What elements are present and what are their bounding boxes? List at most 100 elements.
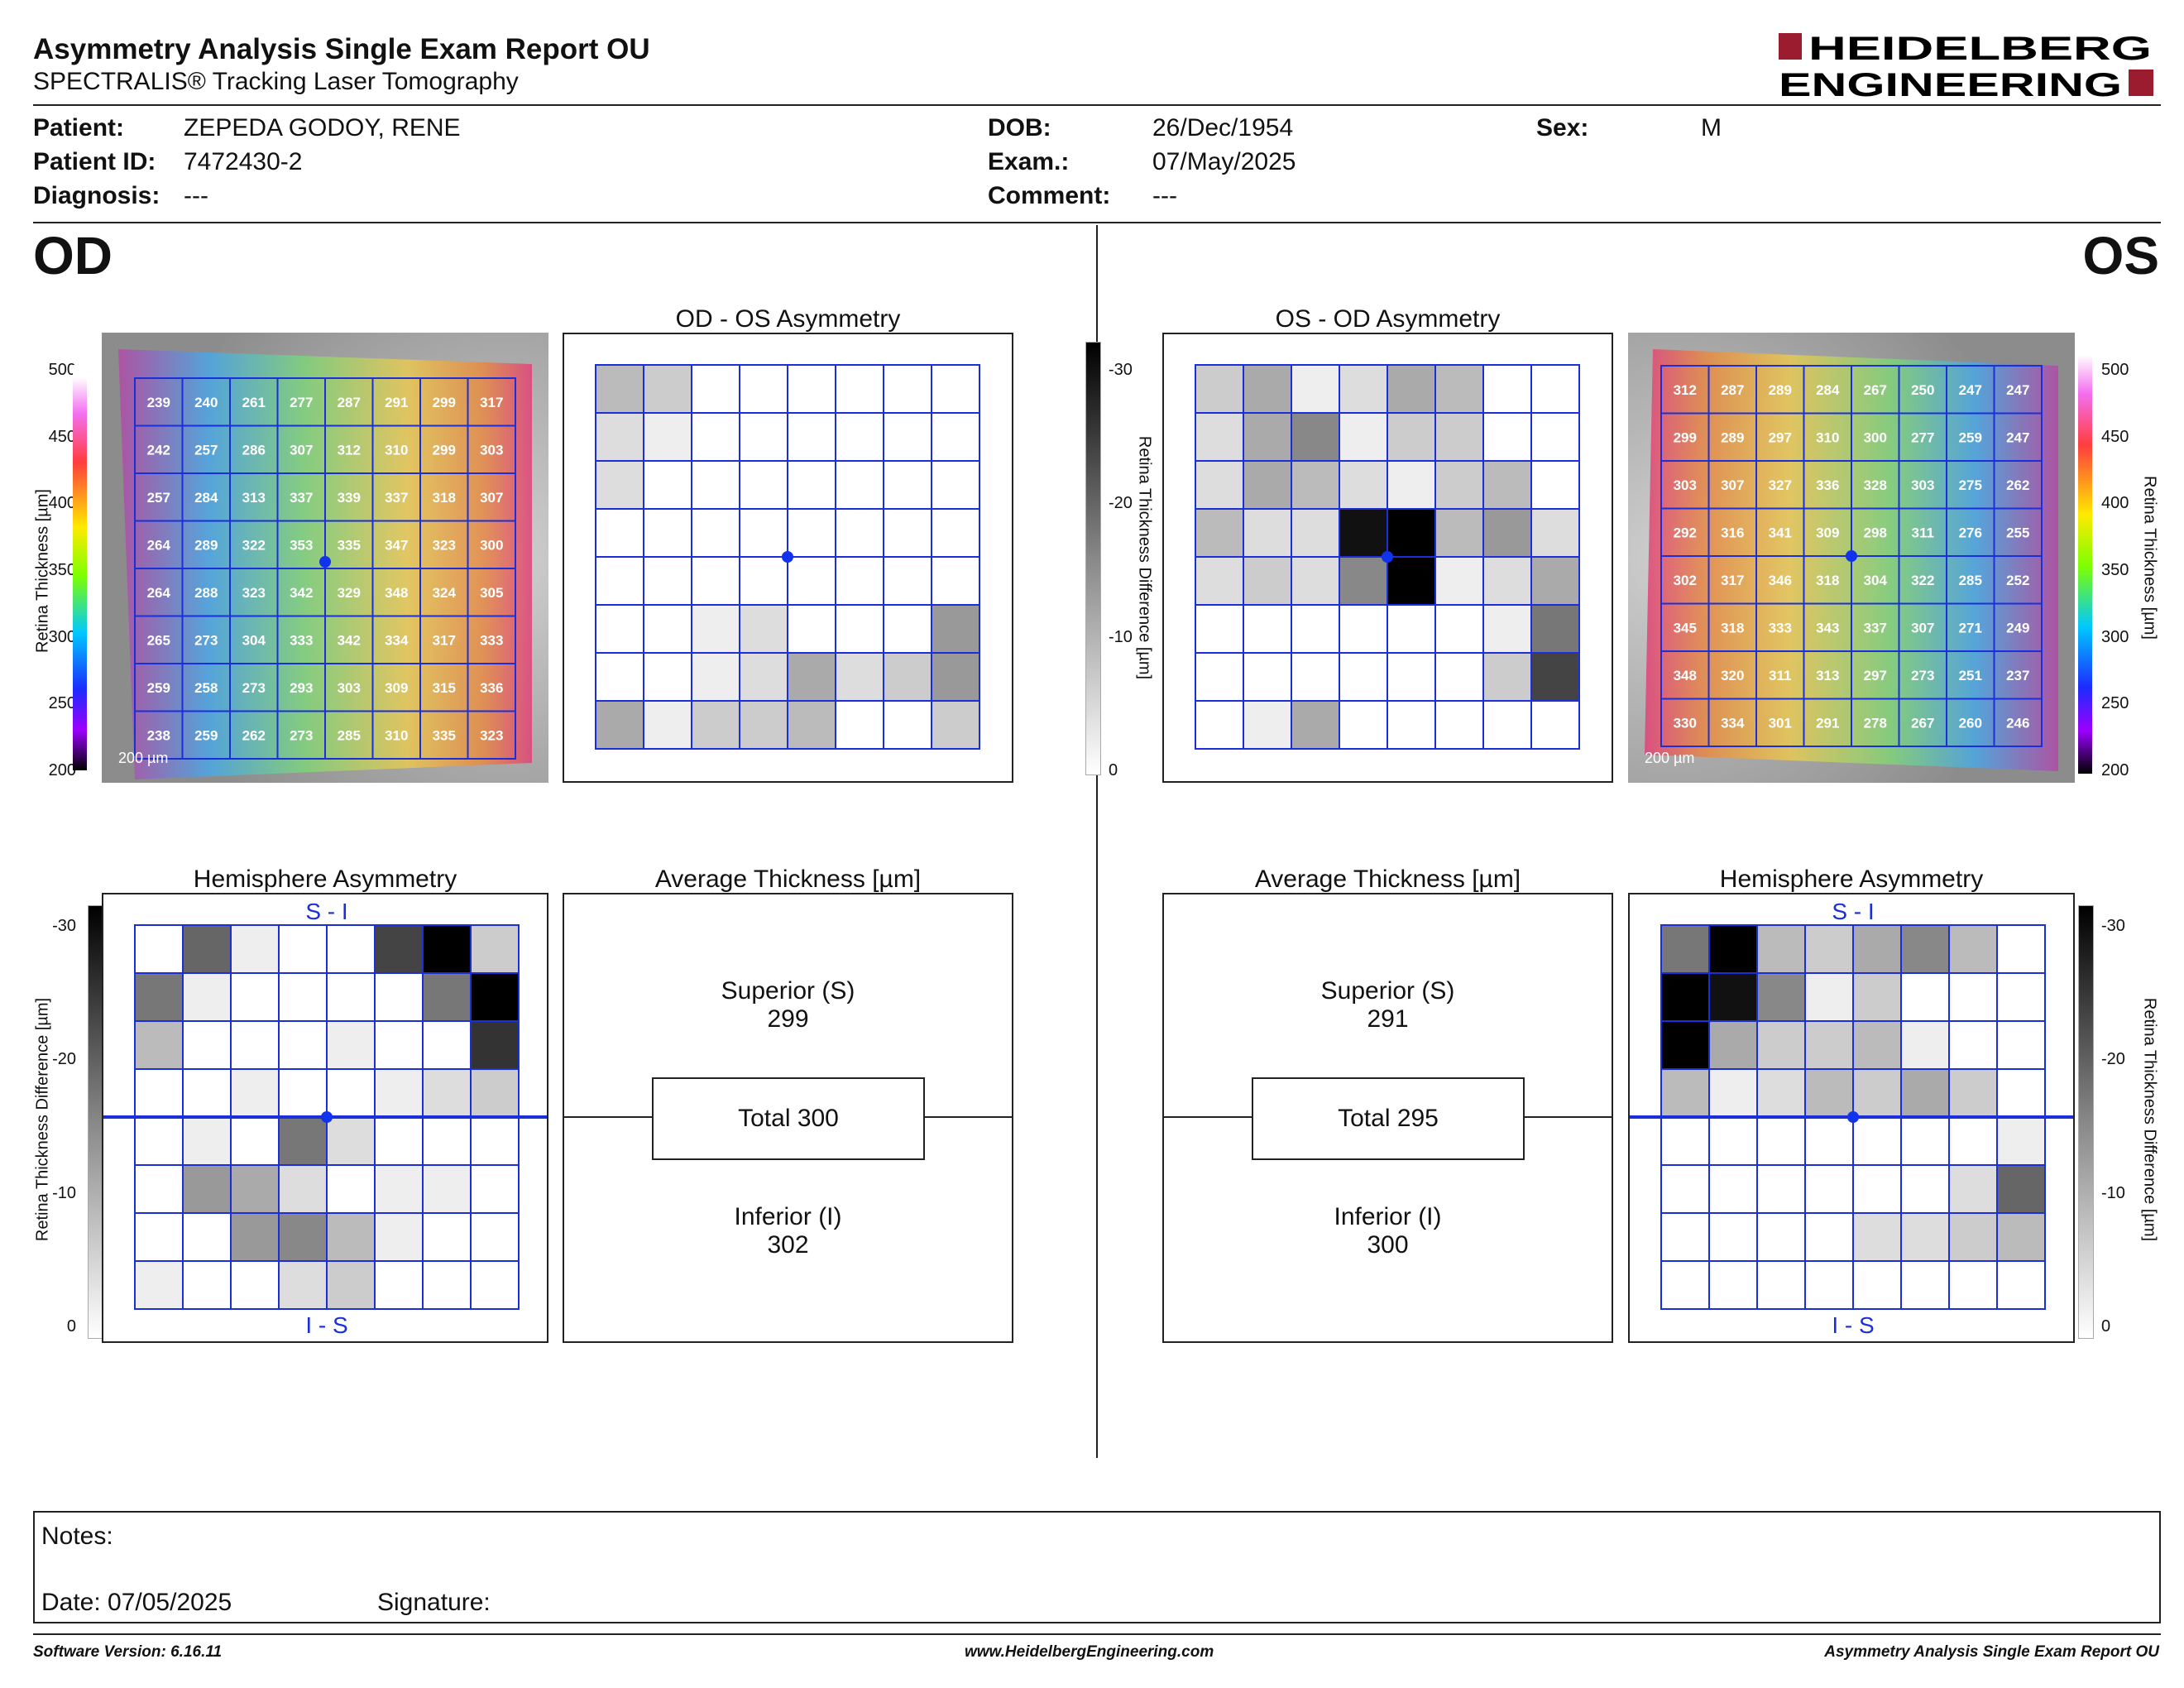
od-hemi-cell bbox=[134, 1068, 184, 1118]
os-asym-cell bbox=[1291, 364, 1340, 414]
od-asym-cell bbox=[787, 700, 836, 750]
od-hemi-cell bbox=[470, 924, 520, 974]
os-thickness-colorbar bbox=[2078, 342, 2092, 774]
od-thickness-map: 239 240 261 277 287 291 299 317 242 257 286 307 312 3… bbox=[102, 333, 548, 783]
od-asym-cell bbox=[931, 364, 980, 414]
os-scale-bar-label: 200 µm bbox=[1645, 750, 1694, 766]
os-hemi-cell bbox=[1708, 1212, 1758, 1262]
sex-label: Sex: bbox=[1536, 114, 1589, 141]
od-asym-cell bbox=[883, 604, 932, 654]
od-hemi-cell bbox=[278, 1164, 328, 1214]
od-asym-cell bbox=[835, 412, 884, 462]
os-thickness-value: 289 bbox=[1721, 429, 1744, 445]
os-hemi-cell bbox=[1900, 924, 1950, 974]
od-asym-cell bbox=[931, 604, 980, 654]
od-superior-label: Superior (S) bbox=[721, 977, 855, 1005]
os-asym-cell bbox=[1195, 700, 1244, 750]
od-hemi-bottom-label: I - S bbox=[305, 1312, 347, 1338]
od-hemi-cell bbox=[470, 1260, 520, 1310]
od-asym-cell bbox=[739, 652, 788, 702]
os-thickness-value: 307 bbox=[1721, 477, 1744, 493]
od-hemi-cell bbox=[182, 924, 232, 974]
os-superior-value: 291 bbox=[1367, 1005, 1409, 1033]
os-thickness-value: 341 bbox=[1769, 525, 1792, 540]
od-thickness-tick: 450 bbox=[48, 427, 76, 446]
od-asym-cell bbox=[595, 460, 644, 510]
od-hemi-cell bbox=[230, 1020, 280, 1070]
od-asym-cell bbox=[643, 412, 692, 462]
os-asym-cell bbox=[1482, 460, 1532, 510]
os-total-box: Total 295 bbox=[1252, 1077, 1525, 1160]
od-asym-cell bbox=[931, 508, 980, 558]
od-thickness-value: 238 bbox=[147, 727, 170, 743]
os-hemi-center-marker bbox=[1847, 1111, 1859, 1123]
od-thickness-value: 299 bbox=[433, 442, 456, 458]
od-total-box: Total 300 bbox=[652, 1077, 925, 1160]
os-asym-cell bbox=[1339, 556, 1388, 606]
os-asymmetry-grid bbox=[1195, 364, 1580, 750]
od-hemi-cell bbox=[134, 1260, 184, 1310]
os-asym-cell bbox=[1482, 700, 1532, 750]
od-thickness-value: 265 bbox=[147, 632, 170, 648]
os-asym-cell bbox=[1387, 508, 1436, 558]
od-thickness-value: 304 bbox=[242, 632, 266, 648]
od-hemi-cell bbox=[182, 1164, 232, 1214]
od-asym-cell bbox=[643, 700, 692, 750]
od-thickness-value: 291 bbox=[385, 395, 408, 410]
os-thickness-value: 303 bbox=[1674, 477, 1697, 493]
od-fovea-marker bbox=[319, 556, 331, 568]
os-asym-cell bbox=[1387, 364, 1436, 414]
od-thickness-value: 262 bbox=[242, 727, 266, 743]
od-asym-cell bbox=[787, 652, 836, 702]
od-hemi-cell bbox=[326, 924, 376, 974]
od-thickness-value: 303 bbox=[338, 680, 361, 696]
os-hemi-cell bbox=[1804, 1020, 1854, 1070]
diff-top-tick: 0 bbox=[1109, 761, 1118, 779]
od-thickness-value: 310 bbox=[385, 442, 408, 458]
os-asym-cell bbox=[1339, 652, 1388, 702]
od-thickness-value: 261 bbox=[242, 395, 266, 410]
os-hemi-cell bbox=[1996, 1164, 2046, 1214]
os-asym-cell bbox=[1434, 652, 1484, 702]
od-asym-cell bbox=[595, 604, 644, 654]
os-thickness-value: 276 bbox=[1959, 525, 1982, 540]
os-hemi-title: Hemisphere Asymmetry bbox=[1719, 866, 1984, 893]
os-thickness-tick: 400 bbox=[2101, 494, 2129, 513]
od-asym-cell bbox=[931, 652, 980, 702]
os-hemi-cell bbox=[1900, 1068, 1950, 1118]
os-hemi-cell bbox=[1804, 1260, 1854, 1310]
os-thickness-value: 334 bbox=[1721, 715, 1745, 731]
os-asym-cell bbox=[1339, 412, 1388, 462]
os-thickness-value: 307 bbox=[1911, 620, 1934, 635]
od-hemi-cell bbox=[230, 1116, 280, 1166]
os-hemi-cell bbox=[1660, 924, 1710, 974]
website-link[interactable]: www.HeidelbergEngineering.com bbox=[965, 1643, 1214, 1661]
od-asym-cell bbox=[835, 364, 884, 414]
os-thickness-value: 291 bbox=[1816, 715, 1839, 731]
os-thickness-value: 278 bbox=[1864, 715, 1887, 731]
od-thickness-value: 258 bbox=[194, 680, 218, 696]
od-thickness-value: 318 bbox=[433, 490, 456, 506]
os-hemi-cell bbox=[1756, 1020, 1806, 1070]
od-asym-cell bbox=[931, 460, 980, 510]
os-hemi-cell bbox=[1948, 1068, 1998, 1118]
od-thickness-tick: 500 bbox=[48, 361, 76, 379]
od-hemi-cell bbox=[374, 1260, 424, 1310]
od-thickness-value: 257 bbox=[194, 442, 218, 458]
diagnosis-value: --- bbox=[184, 182, 208, 209]
od-thickness-value: 347 bbox=[385, 537, 408, 553]
os-hemi-cell bbox=[1996, 1260, 2046, 1310]
od-hemi-cell bbox=[134, 1164, 184, 1214]
os-hemi-cell bbox=[1756, 1116, 1806, 1166]
od-hemi-cell bbox=[326, 1260, 376, 1310]
os-thickness-value: 304 bbox=[1864, 573, 1888, 588]
os-hemi-cell bbox=[1996, 1020, 2046, 1070]
os-thickness-value: 310 bbox=[1816, 429, 1839, 445]
od-asym-cell bbox=[883, 700, 932, 750]
od-average-panel: Superior (S) 299 Total 300 Inferior (I) … bbox=[563, 893, 1013, 1343]
od-asym-cell bbox=[931, 412, 980, 462]
notes-box[interactable]: Notes: Date: 07/05/2025 Signature: bbox=[33, 1511, 2161, 1623]
os-fovea-marker bbox=[1846, 550, 1857, 562]
od-asym-center-marker bbox=[782, 551, 793, 563]
os-asym-cell bbox=[1530, 460, 1580, 510]
